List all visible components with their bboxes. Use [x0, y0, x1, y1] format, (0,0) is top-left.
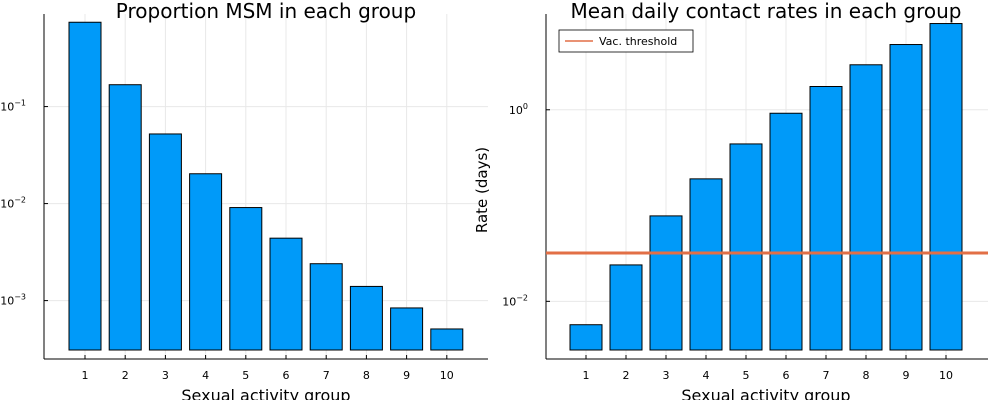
left-chart-bar-1 — [68, 21, 102, 351]
left-chart-panel: 1 2 3 4 5 6 7 8 9 10 10−3 10−2 10−1 Proportion MSM i… — [0, 0, 488, 400]
right-chart-x-tick-label: 10 — [939, 369, 953, 382]
left-chart-y-tick-label: 10−1 — [0, 99, 26, 114]
left-chart-bar-3 — [148, 133, 182, 351]
legend: Vac. threshold — [558, 29, 694, 53]
right-chart-bar-9 — [889, 44, 923, 351]
right-chart-x-tick-label: 6 — [783, 369, 790, 382]
left-chart-x-axis-label: Sexual activity group — [181, 386, 350, 400]
right-chart-x-tick-label: 3 — [663, 369, 670, 382]
left-chart-bar-10 — [430, 328, 464, 351]
left-chart-bar-6 — [269, 237, 303, 351]
right-chart-y-tick-label: 100 — [509, 102, 528, 117]
left-chart-x-tick-label: 9 — [403, 369, 410, 382]
left-chart-title: Proportion MSM in each group — [116, 0, 416, 23]
right-chart-x-axis-label: Sexual activity group — [681, 386, 850, 400]
right-chart-bar-6 — [769, 112, 803, 351]
left-chart-bar-9 — [390, 307, 424, 351]
right-chart-title: Mean daily contact rates in each group — [571, 0, 962, 23]
left-chart-x-tick-label: 8 — [363, 369, 370, 382]
right-chart-bar-1 — [569, 324, 603, 351]
left-chart-bar-5 — [229, 207, 263, 351]
right-chart-bar-4 — [689, 178, 723, 351]
right-chart-y-axis-label: Rate (days) — [473, 147, 491, 233]
left-chart-bar-7 — [309, 263, 343, 351]
legend-label-vac-threshold: Vac. threshold — [599, 35, 677, 48]
right-chart-x-tick-label: 1 — [583, 369, 590, 382]
right-chart-bar-10 — [929, 23, 963, 351]
right-chart-bar-5 — [729, 143, 763, 351]
right-chart-x-tick-label: 4 — [703, 369, 710, 382]
right-chart-bar-8 — [849, 64, 883, 351]
legend-box — [558, 29, 694, 53]
left-chart-x-tick-label: 4 — [202, 369, 209, 382]
right-chart-x-tick-label: 8 — [863, 369, 870, 382]
right-chart-bar-2 — [609, 264, 643, 351]
right-chart-x-tick-label: 2 — [623, 369, 630, 382]
left-chart-y-tick-label: 10−2 — [0, 196, 26, 211]
left-chart-x-tick-label: 5 — [242, 369, 249, 382]
right-chart-bar-7 — [809, 86, 843, 351]
right-chart-x-tick-label: 9 — [903, 369, 910, 382]
left-chart-x-tick-label: 1 — [82, 369, 89, 382]
right-chart-bar-3 — [649, 215, 683, 351]
right-chart-x-tick-label: 7 — [823, 369, 830, 382]
left-chart-x-tick-label: 10 — [440, 369, 454, 382]
left-chart-bar-4 — [189, 173, 223, 351]
left-chart-x-tick-label: 6 — [283, 369, 290, 382]
left-chart-bar-2 — [108, 84, 142, 351]
right-chart-panel: 1 2 3 4 5 6 7 8 9 10 10−2 100 Vac. threshold Mean d… — [473, 0, 988, 400]
left-chart-y-tick-label: 10−3 — [0, 293, 26, 308]
left-chart-x-tick-label: 2 — [122, 369, 129, 382]
right-chart-y-tick-label: 10−2 — [502, 293, 528, 308]
right-chart-x-tick-label: 5 — [743, 369, 750, 382]
left-chart-x-tick-label: 3 — [162, 369, 169, 382]
left-chart-bar-8 — [349, 285, 383, 351]
left-chart-x-tick-label: 7 — [323, 369, 330, 382]
